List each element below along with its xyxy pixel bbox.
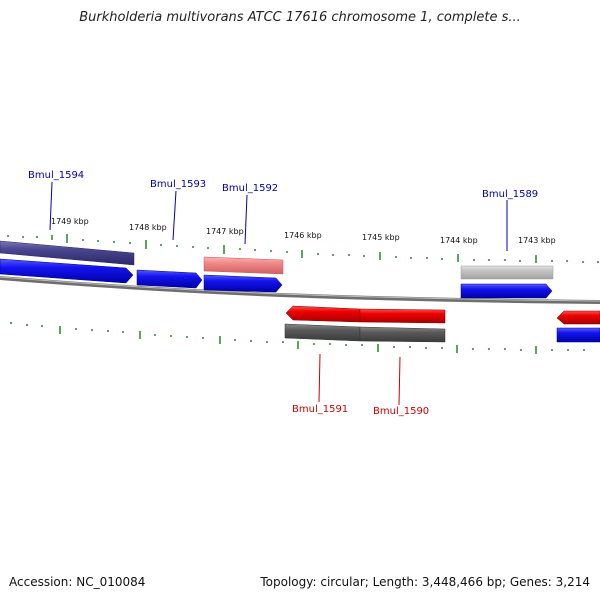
gene-label-bmul-1590[interactable]: Bmul_1590 <box>373 406 429 417</box>
gene-arrow-bmul-1594[interactable] <box>0 258 134 284</box>
kbp-label: 1749 kbp <box>51 217 89 226</box>
gene-arrow-bmul-1591[interactable] <box>285 305 361 323</box>
gene-label-bmul-1589[interactable]: Bmul_1589 <box>482 189 538 200</box>
feature-bar-bmul-1591[interactable] <box>284 323 361 342</box>
kbp-label: 1743 kbp <box>518 236 556 245</box>
accession-text: Accession: NC_010084 <box>9 575 146 589</box>
feature-bar-bmul-1592[interactable] <box>203 256 284 275</box>
reverse-scale-ticks <box>10 322 585 354</box>
genome-summary-text: Topology: circular; Length: 3,448,466 bp… <box>260 575 590 589</box>
gene-labels: Bmul_1594 Bmul_1593 Bmul_1592 Bmul_1591 … <box>28 170 538 417</box>
gene-arrow-bmul-1589[interactable] <box>460 283 553 299</box>
forward-scale-ticks <box>7 234 599 263</box>
gene-label-bmul-1591[interactable]: Bmul_1591 <box>292 404 348 415</box>
sequence-backbone-highlight <box>0 276 600 302</box>
gene-arrow-offscreen-forward[interactable] <box>556 327 600 343</box>
sequence-backbone <box>0 276 600 304</box>
feature-bar-bmul-1590[interactable] <box>359 326 446 343</box>
gene-arrow-bmul-1593[interactable] <box>136 269 203 289</box>
feature-bar-bmul-1594[interactable] <box>0 240 135 266</box>
kbp-label: 1747 kbp <box>206 227 244 236</box>
gene-arrow-offscreen-reverse[interactable] <box>556 310 600 325</box>
gene-label-bmul-1593[interactable]: Bmul_1593 <box>150 179 206 190</box>
kbp-label: 1744 kbp <box>440 236 478 245</box>
kbp-scale-labels: 1749 kbp 1748 kbp 1747 kbp 1746 kbp 1745… <box>51 217 556 245</box>
gene-arrow-bmul-1592[interactable] <box>203 274 283 293</box>
kbp-label: 1745 kbp <box>362 233 400 242</box>
gene-label-bmul-1592[interactable]: Bmul_1592 <box>222 183 278 194</box>
feature-bar-bmul-1589[interactable] <box>460 265 554 280</box>
map-title: Burkholderia multivorans ATCC 17616 chro… <box>79 10 521 25</box>
gene-label-leaders <box>49 181 508 406</box>
kbp-label: 1746 kbp <box>284 231 322 240</box>
gene-arrow-bmul-1590[interactable] <box>359 308 446 324</box>
gene-label-bmul-1594[interactable]: Bmul_1594 <box>28 170 84 181</box>
kbp-label: 1748 kbp <box>129 223 167 232</box>
